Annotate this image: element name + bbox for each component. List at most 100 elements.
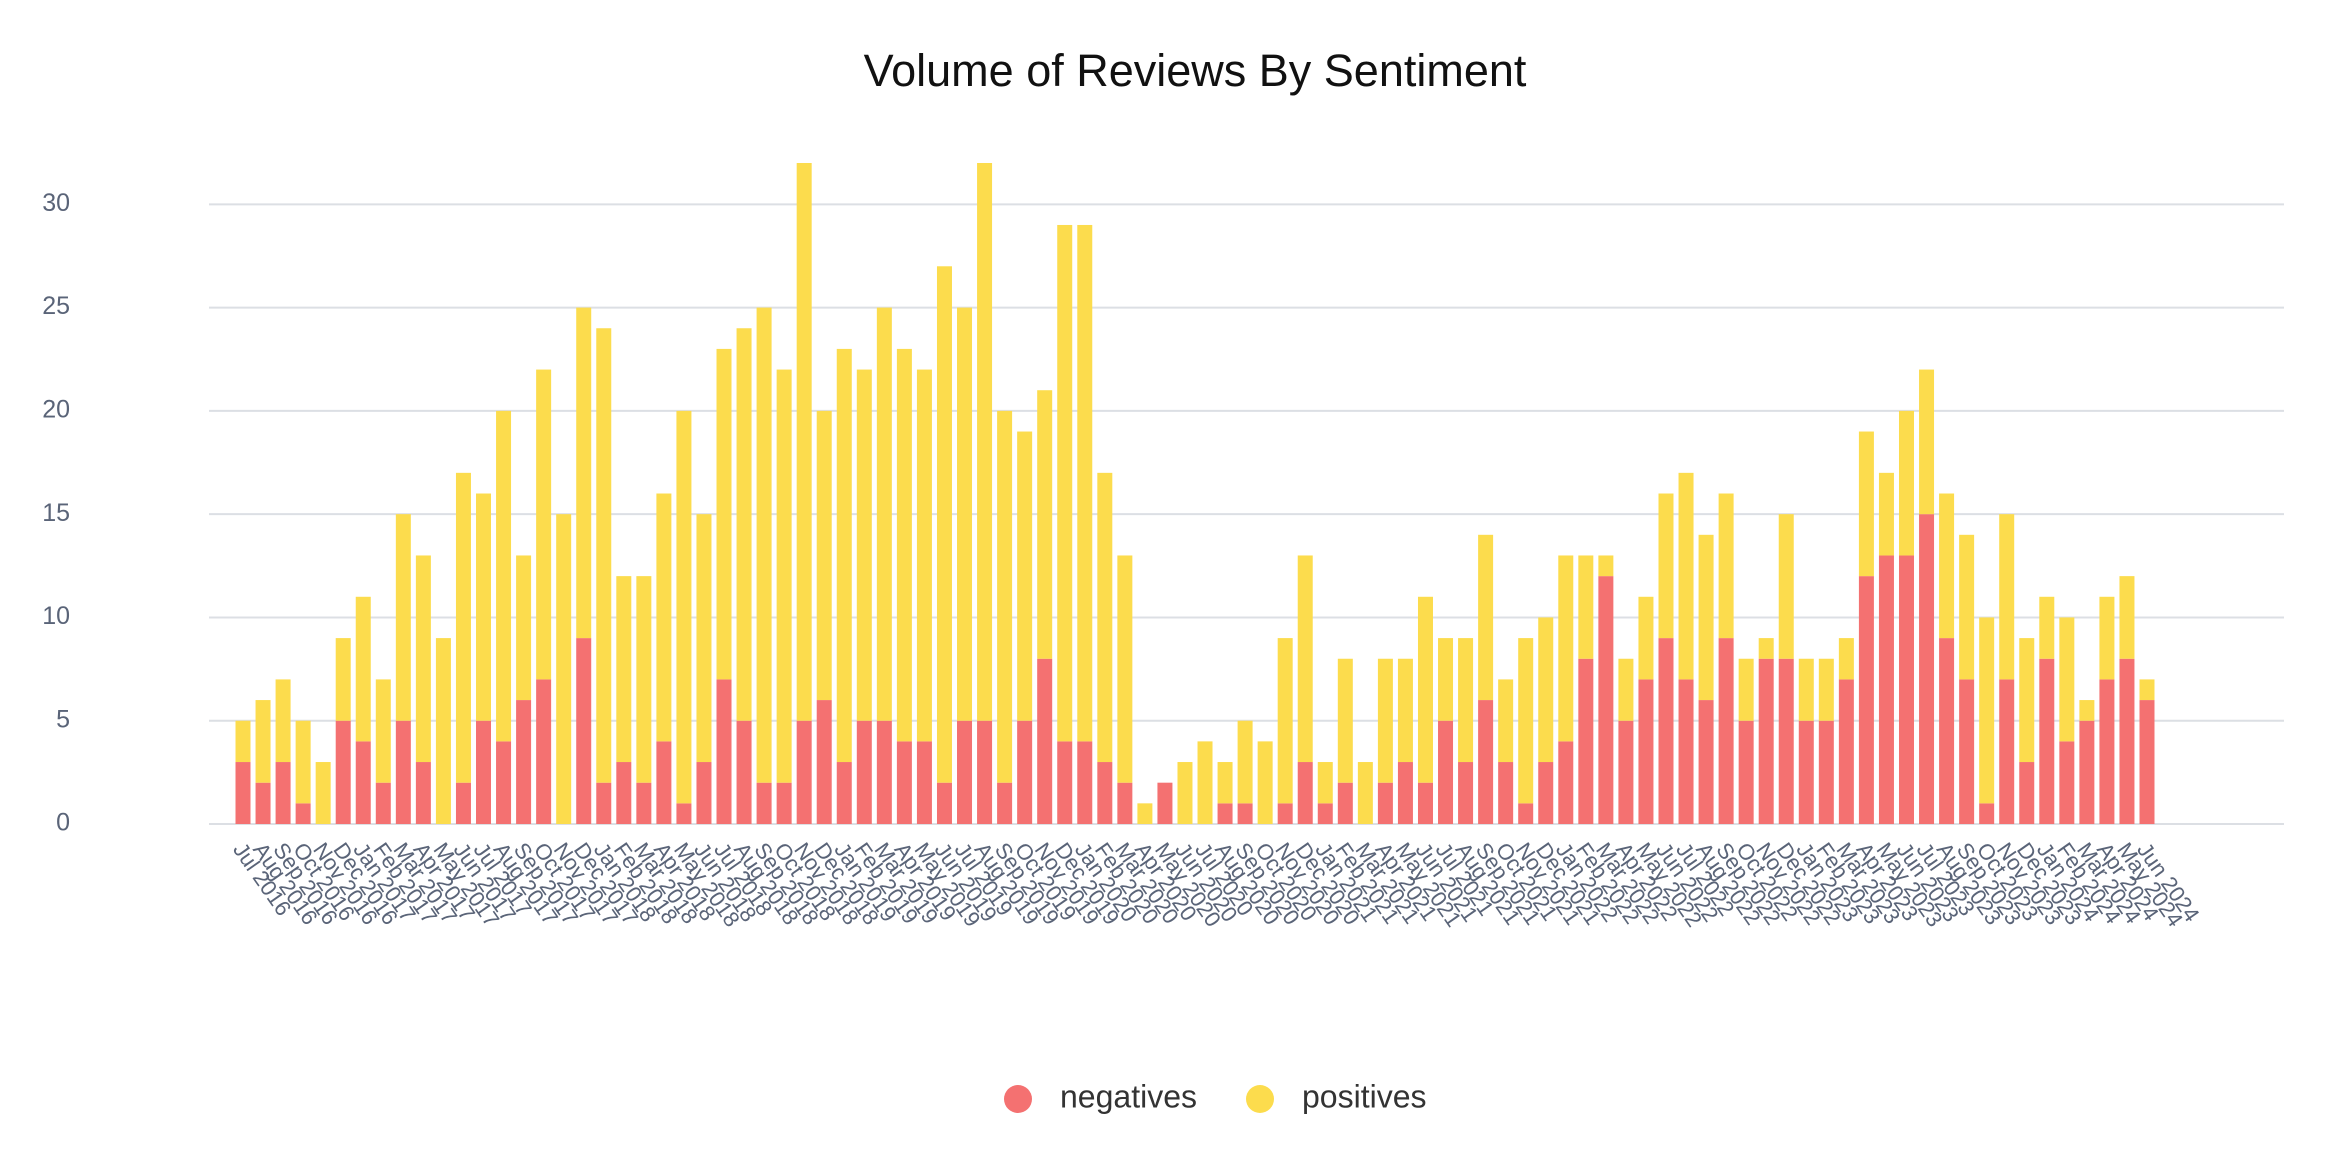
bar-segment [636,576,652,783]
bar-segment [335,720,351,824]
bar-segment [295,803,311,824]
bar-segment [1498,762,1514,824]
bar-segment [1658,638,1674,824]
bar-segment [1919,514,1935,824]
bar-segment [2039,658,2055,824]
bar-segment [1658,493,1674,639]
bar-segment [2039,596,2055,659]
bar-segment [1277,803,1293,824]
bar-segment [1518,638,1534,804]
bar-segment [2019,762,2035,824]
bar-segment [876,307,892,721]
bar-segment [1498,679,1514,763]
bar-segment [2119,576,2135,659]
bar-segment [2119,658,2135,824]
bar-segment [536,369,552,680]
bar-segment [1097,472,1113,763]
bar-segment [1818,658,1834,721]
bar-segment [977,163,993,721]
bar-segment [596,782,612,824]
bar-segment [2079,700,2095,721]
bar-segment [1317,803,1333,824]
bar-segment [836,762,852,824]
bar-segment [455,782,471,824]
bar-segment [1037,658,1053,824]
bar-segment [2059,617,2075,742]
bar-segment [776,369,792,783]
y-tick-label: 5 [56,705,70,733]
bar-segment [476,493,492,721]
bar-segment [235,720,251,763]
bar-segment [696,762,712,824]
bar-segment [896,348,912,742]
bar-segment [977,720,993,824]
bar-segment [375,782,391,824]
bar-segment [1858,431,1874,577]
bar-segment [1678,679,1694,824]
bar-segment [676,410,692,804]
bar-segment [1117,555,1133,783]
bar-segment [916,741,932,824]
bar-segment [1458,762,1474,824]
bar-segment [1838,679,1854,824]
bar-segment [1417,596,1433,783]
legend-label: negatives [1060,1078,1197,1114]
bar-segment [1438,720,1454,824]
bar-segment [1538,617,1554,763]
bar-segment [1377,782,1393,824]
bar-segment [1337,658,1353,783]
bar-segment [1558,555,1574,742]
bar-segment [1237,720,1253,804]
bar-segment [1217,762,1233,804]
bar-segment [1317,762,1333,804]
bar-segment [1778,514,1794,659]
bar-segment [1377,658,1393,783]
bar-segment [1558,741,1574,824]
bar-segment [1979,617,1995,804]
bar-segment [1818,720,1834,824]
bar-segment [756,307,772,783]
bar-segment [1758,658,1774,824]
bar-segment [1137,803,1153,824]
bar-segment [916,369,932,742]
bar-segment [2019,638,2035,763]
bar-segment [1077,224,1093,742]
bar-segment [1878,555,1894,824]
bar-segment [255,782,271,824]
legend-swatch [1004,1085,1032,1113]
bar-segment [2139,679,2155,701]
bar-segment [1077,741,1093,824]
bar-segment [1217,803,1233,824]
bar-segment [1959,534,1975,680]
bar-segment [2079,720,2095,824]
bar-segment [1478,534,1494,701]
bar-segment [355,596,371,742]
bar-segment [1738,658,1754,721]
bar-segment [1898,555,1914,824]
bar-segment [1478,700,1494,824]
bar-segment [2099,679,2115,824]
bar-segment [1959,679,1975,824]
bar-segment [1939,493,1955,639]
bar-segment [1798,720,1814,824]
bar-segment [1638,596,1654,680]
bar-segment [696,514,712,763]
bar-segment [736,328,752,721]
bar-segment [1618,658,1634,721]
bar-segment [576,307,592,639]
bar-segment [576,638,592,824]
bar-segment [516,555,532,701]
bar-segment [1237,803,1253,824]
bar-segment [255,700,271,783]
bar-segment [796,720,812,824]
bar-segment [395,720,411,824]
bar-segment [856,369,872,721]
bar-segment [1197,741,1213,824]
bar-segment [1798,658,1814,721]
bar-segment [1037,390,1053,659]
bar-segment [936,782,952,824]
bar-segment [1057,224,1073,742]
bar-segment [1778,658,1794,824]
bar-segment [1438,638,1454,721]
